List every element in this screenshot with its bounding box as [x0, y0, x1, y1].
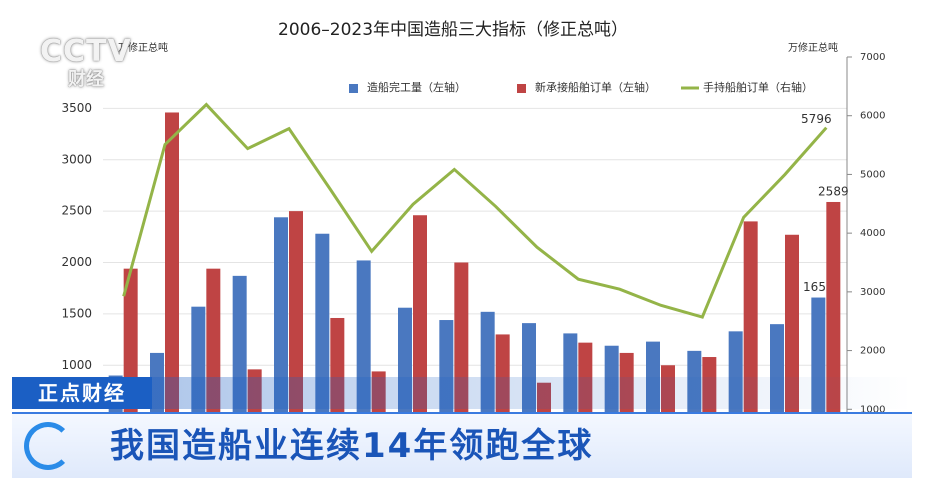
legend-label: 手持船舶订单（右轴）: [703, 80, 813, 94]
bar: [274, 217, 288, 468]
y-tick-label: 1500: [61, 306, 92, 320]
y-tick-label: 2000: [61, 255, 92, 269]
bar: [413, 215, 427, 468]
y-tick-label: 2500: [61, 204, 92, 218]
channel: CCTV: [40, 34, 132, 69]
legend-label: 造船完工量（左轴）: [367, 80, 466, 94]
y-axis-label: 万修正总吨: [118, 41, 168, 54]
legend-label: 新承接船舶订单（左轴）: [535, 80, 656, 94]
y-tick-label: 3000: [61, 152, 92, 166]
program-bar: [152, 377, 912, 409]
data-label: 5796: [801, 112, 832, 126]
legend-swatch: [349, 84, 358, 93]
legend-swatch: [517, 84, 526, 93]
data-label: 1659: [803, 280, 834, 294]
channel-logo: CCTV 财经: [40, 34, 132, 91]
headline-box: 我国造船业连续14年领跑全球: [12, 412, 912, 478]
y2-tick-label: 7000: [860, 52, 885, 63]
channel-sub: 财经: [68, 69, 104, 90]
data-label: 2589: [818, 184, 849, 198]
chart-title: 2006–2023年中国造船三大指标（修正总吨）: [278, 20, 629, 40]
y-tick-label: 3500: [61, 101, 92, 115]
bar: [743, 221, 758, 468]
line: [122, 102, 828, 319]
headline-icon: [24, 422, 72, 470]
y2-tick-label: 4000: [860, 228, 885, 239]
y2-tick-label: 2000: [860, 346, 885, 357]
y2-tick-label: 3000: [860, 287, 885, 298]
bar: [826, 201, 841, 468]
bar: [165, 112, 179, 469]
y2-axis-label: 万修正总吨: [788, 41, 838, 54]
y2-tick-label: 5000: [860, 169, 885, 180]
program-name: 正点财经: [12, 377, 152, 409]
y2-tick-label: 6000: [860, 111, 885, 122]
y2-tick-label: 1000: [860, 404, 885, 415]
bar: [315, 233, 330, 468]
headline: 我国造船业连续14年领跑全球: [110, 426, 594, 466]
bar: [785, 234, 799, 468]
y-tick-label: 1000: [61, 358, 92, 372]
bar: [289, 211, 303, 468]
